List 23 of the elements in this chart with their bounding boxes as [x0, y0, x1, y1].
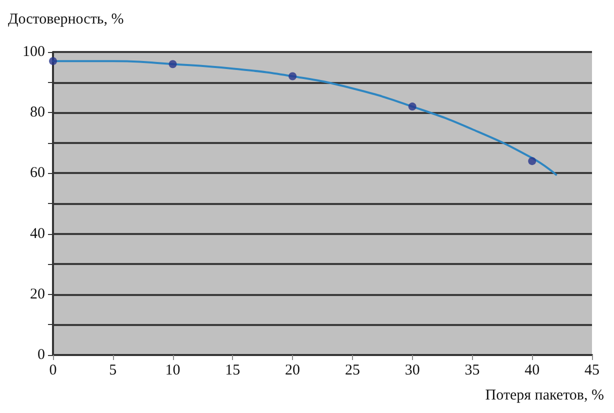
- x-tick-label: 35: [464, 362, 480, 378]
- y-tick-label: 60: [30, 165, 45, 182]
- point: [288, 72, 297, 80]
- point: [168, 60, 177, 68]
- x-tick-label: 15: [225, 362, 240, 378]
- x-tick-label: 5: [109, 362, 117, 378]
- x-tick-label: 10: [165, 362, 180, 378]
- x-tick-label: 20: [285, 362, 300, 378]
- point: [408, 102, 416, 111]
- y-tick-label: 100: [22, 44, 45, 60]
- y-tick-label: 80: [30, 104, 45, 121]
- x-tick-label: 30: [404, 362, 420, 378]
- y-axis-title: Достоверность, %: [8, 12, 124, 28]
- y-tick-label: 0: [38, 347, 45, 363]
- y-tick-label: 40: [30, 226, 45, 242]
- x-tick-label: 40: [524, 362, 540, 378]
- point: [528, 157, 536, 166]
- x-tick-label: 45: [584, 362, 600, 378]
- point: [49, 57, 57, 66]
- y-tick-label: 20: [30, 286, 45, 302]
- x-axis-title: Потеря пакетов, %: [485, 388, 604, 404]
- x-tick-label: 0: [49, 362, 57, 378]
- x-tick-label: 25: [344, 362, 360, 378]
